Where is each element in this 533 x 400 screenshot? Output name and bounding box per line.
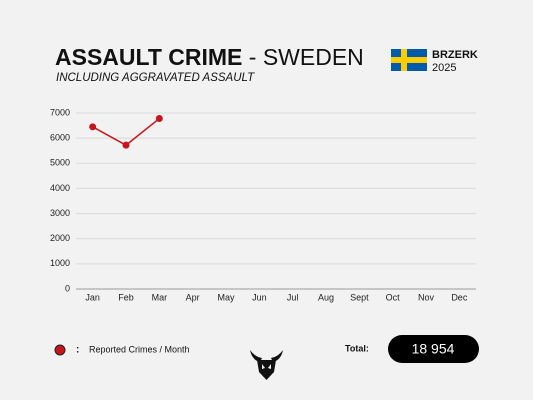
legend-label: Reported Crimes / Month bbox=[89, 344, 190, 354]
y-tick-label: 5000 bbox=[50, 158, 70, 168]
brand: BRZERK bbox=[432, 49, 478, 61]
x-tick-label: Apr bbox=[186, 292, 200, 302]
total-pill bbox=[388, 335, 479, 363]
title-suffix: - SWEDEN bbox=[249, 44, 364, 70]
legend-marker bbox=[54, 344, 66, 356]
total-value: 18 954 bbox=[412, 341, 455, 357]
x-tick-label: Nov bbox=[418, 292, 435, 302]
chart-subtitle: INCLUDING AGGRAVATED ASSAULT bbox=[56, 72, 255, 84]
year: 2025 bbox=[432, 62, 456, 74]
y-tick-label: 6000 bbox=[50, 133, 70, 143]
x-tick-label: Oct bbox=[386, 292, 401, 302]
y-tick-label: 3000 bbox=[50, 208, 70, 218]
x-tick-label: Feb bbox=[118, 292, 134, 302]
x-tick-label: Sept bbox=[350, 292, 369, 302]
total-label: Total: bbox=[345, 343, 369, 353]
data-point bbox=[122, 141, 130, 149]
chart-title: ASSAULT CRIME - SWEDEN bbox=[55, 44, 364, 70]
flag bbox=[391, 49, 427, 71]
y-tick-label: 7000 bbox=[50, 107, 70, 117]
x-tick-label: May bbox=[217, 292, 235, 302]
x-tick-label: Aug bbox=[318, 292, 334, 302]
y-tick-label: 2000 bbox=[50, 233, 70, 243]
y-tick-label: 0 bbox=[65, 283, 70, 293]
x-tick-label: Dec bbox=[451, 292, 468, 302]
y-tick-label: 1000 bbox=[50, 258, 70, 268]
data-point bbox=[155, 115, 163, 123]
legend-separator: : bbox=[76, 345, 79, 356]
x-tick-label: Jun bbox=[252, 292, 267, 302]
y-tick-label: 4000 bbox=[50, 183, 70, 193]
data-point bbox=[89, 123, 97, 131]
x-tick-label: Jan bbox=[85, 292, 100, 302]
logo bbox=[250, 350, 283, 380]
x-tick-label: Mar bbox=[152, 292, 168, 302]
title-main: ASSAULT CRIME bbox=[55, 44, 242, 70]
x-tick-label: Jul bbox=[287, 292, 299, 302]
